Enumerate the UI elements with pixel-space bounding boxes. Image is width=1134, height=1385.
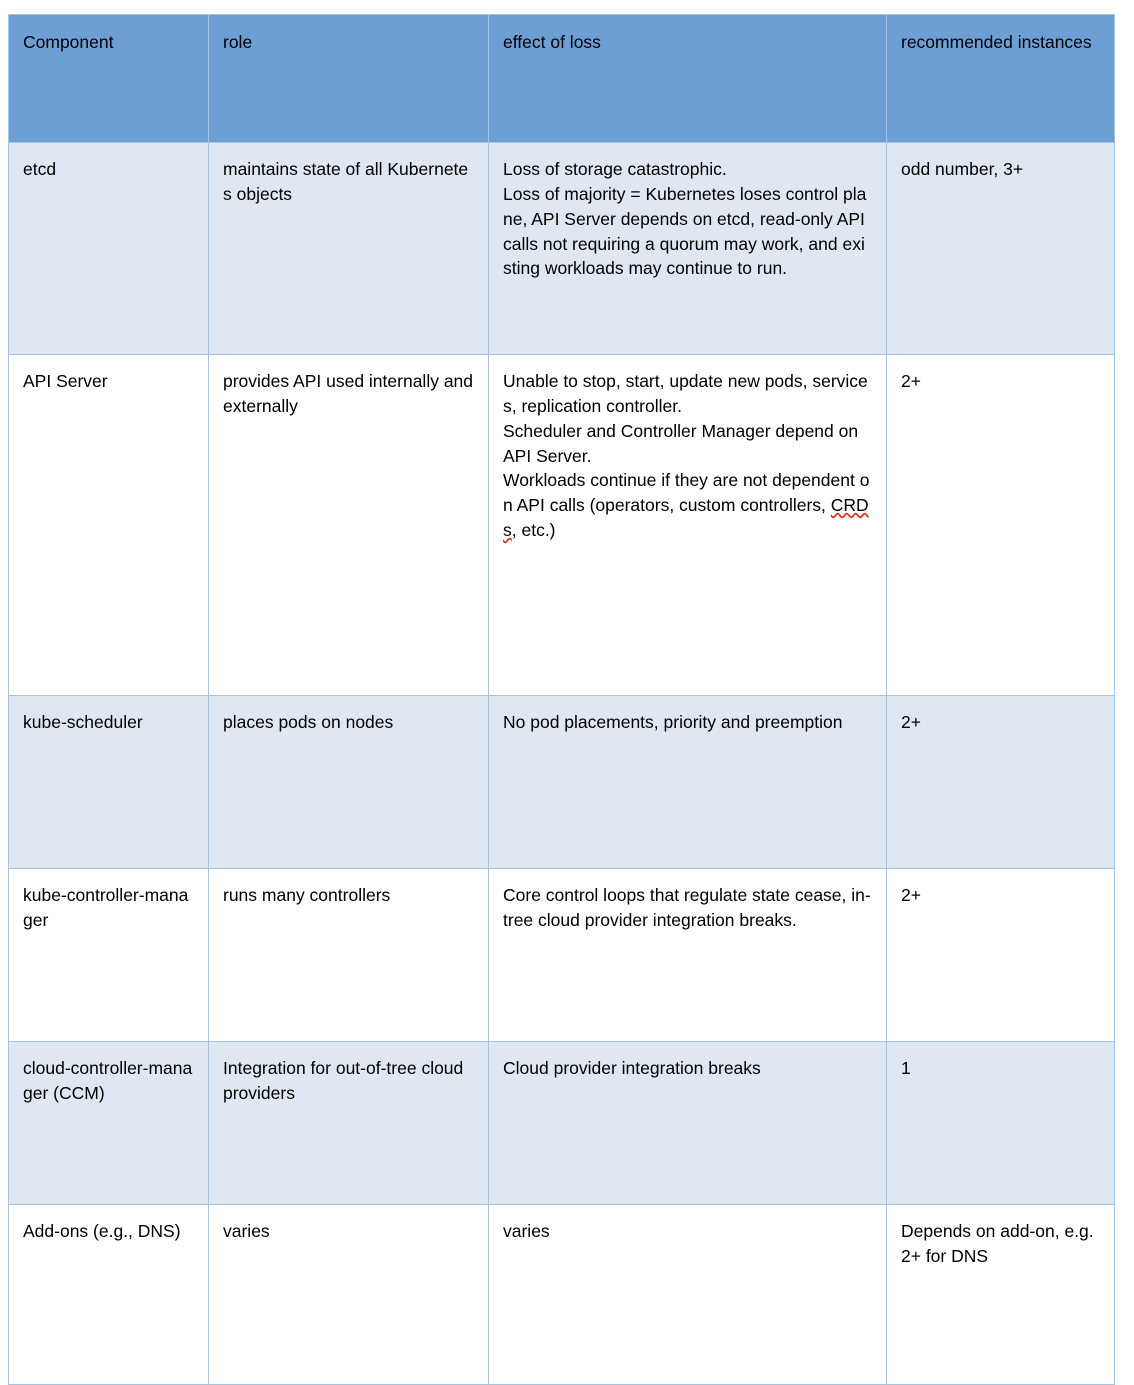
table-row: kube-controller-manager runs many contro… [8, 868, 1115, 1042]
cell-component: kube-controller-manager [8, 868, 209, 1042]
effect-line-text: Workloads continue if they are not depen… [503, 470, 870, 516]
effect-line: No pod placements, priority and preempti… [503, 712, 843, 732]
effect-line: Loss of majority = Kubernetes loses cont… [503, 183, 867, 279]
column-header-component: Component [8, 14, 209, 143]
cell-recommended-instances: 1 [886, 1041, 1115, 1205]
cell-role: Integration for out-of-tree cloud provid… [208, 1041, 489, 1205]
cell-component: etcd [8, 142, 209, 355]
table-row: Add-ons (e.g., DNS) varies varies Depend… [8, 1204, 1115, 1385]
column-header-effect-of-loss: effect of loss [488, 14, 887, 143]
table-row: cloud-controller-manager (CCM) Integrati… [8, 1041, 1115, 1205]
table-row: API Server provides API used internally … [8, 354, 1115, 696]
cell-effect-of-loss: Unable to stop, start, update new pods, … [488, 354, 887, 696]
table-row: kube-scheduler places pods on nodes No p… [8, 695, 1115, 869]
cell-effect-of-loss: Loss of storage catastrophic. Loss of ma… [488, 142, 887, 355]
effect-line: Unable to stop, start, update new pods, … [503, 371, 868, 416]
cell-role: runs many controllers [208, 868, 489, 1042]
kubernetes-control-plane-table: Component role effect of loss recommende… [8, 14, 1115, 1385]
cell-effect-of-loss: varies [488, 1204, 887, 1385]
cell-role: provides API used internally and externa… [208, 354, 489, 696]
cell-effect-of-loss: Cloud provider integration breaks [488, 1041, 887, 1205]
table-row: etcd maintains state of all Kubernetes o… [8, 142, 1115, 355]
column-header-recommended-instances: recommended instances [886, 14, 1115, 143]
effect-line: Loss of storage catastrophic. [503, 159, 727, 179]
cell-recommended-instances: odd number, 3+ [886, 142, 1115, 355]
effect-line: Cloud provider integration breaks [503, 1058, 761, 1078]
cell-component: Add-ons (e.g., DNS) [8, 1204, 209, 1385]
cell-recommended-instances: 2+ [886, 868, 1115, 1042]
cell-recommended-instances: Depends on add-on, e.g. 2+ for DNS [886, 1204, 1115, 1385]
cell-recommended-instances: 2+ [886, 695, 1115, 869]
cell-role: varies [208, 1204, 489, 1385]
table-container: Component role effect of loss recommende… [8, 14, 1115, 1385]
table-body: etcd maintains state of all Kubernetes o… [8, 142, 1115, 1385]
effect-line: Workloads continue if they are not depen… [503, 468, 872, 543]
cell-role: places pods on nodes [208, 695, 489, 869]
table-header-row: Component role effect of loss recommende… [8, 14, 1115, 143]
spellcheck-error-word: CRDs [503, 495, 869, 541]
effect-line: Scheduler and Controller Manager depend … [503, 420, 859, 466]
cell-recommended-instances: 2+ [886, 354, 1115, 696]
cell-component: cloud-controller-manager (CCM) [8, 1041, 209, 1205]
cell-effect-of-loss: Core control loops that regulate state c… [488, 868, 887, 1042]
effect-line-text: , etc.) [511, 520, 556, 541]
column-header-role: role [208, 14, 489, 143]
cell-effect-of-loss: No pod placements, priority and preempti… [488, 695, 887, 869]
effect-line: Core control loops that regulate state c… [503, 885, 871, 930]
table-head: Component role effect of loss recommende… [8, 14, 1115, 143]
cell-component: API Server [8, 354, 209, 696]
cell-component: kube-scheduler [8, 695, 209, 869]
cell-role: maintains state of all Kubernetes object… [208, 142, 489, 355]
effect-line: varies [503, 1221, 550, 1241]
